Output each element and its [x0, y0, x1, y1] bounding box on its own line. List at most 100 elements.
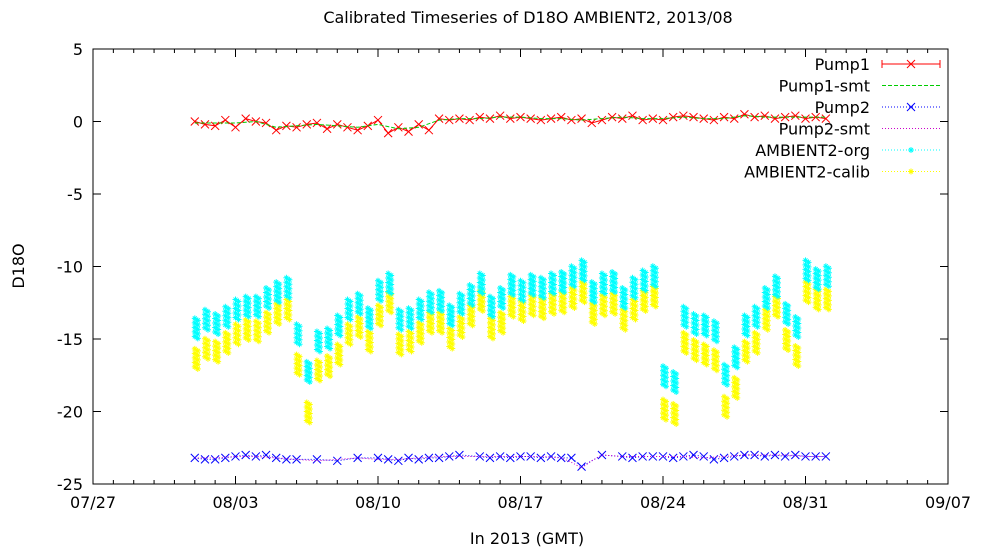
- data-point: [385, 293, 392, 300]
- data-point: [568, 281, 575, 288]
- data-point: [805, 294, 812, 301]
- data-point: [245, 295, 252, 302]
- data-point: [770, 114, 780, 123]
- data-point: [235, 303, 242, 310]
- data-point: [815, 286, 822, 293]
- data-point: [638, 115, 647, 125]
- data-point: [601, 312, 608, 319]
- data-point: [497, 298, 504, 305]
- data-point: [241, 450, 251, 460]
- data-point: [713, 324, 720, 331]
- data-point: [689, 112, 698, 122]
- data-point: [354, 308, 361, 315]
- data-point: [591, 307, 598, 314]
- data-point: [741, 356, 748, 363]
- data-point: [668, 453, 678, 463]
- data-point: [825, 301, 832, 308]
- data-point: [476, 301, 483, 308]
- data-point: [357, 292, 364, 299]
- data-point: [629, 279, 636, 286]
- data-point: [795, 324, 802, 331]
- x-tick-label: 07/27: [70, 493, 116, 512]
- data-point: [822, 295, 829, 302]
- data-point: [540, 301, 547, 308]
- data-point: [222, 317, 229, 324]
- data-point: [822, 299, 829, 306]
- data-point: [364, 309, 371, 316]
- data-point: [408, 311, 415, 318]
- data-point: [517, 277, 524, 284]
- data-point: [344, 330, 351, 337]
- data-point: [475, 112, 485, 122]
- data-point: [764, 300, 771, 307]
- legend-marker: [906, 59, 916, 69]
- data-point: [520, 293, 527, 300]
- data-point: [754, 331, 761, 338]
- data-point: [245, 327, 252, 334]
- data-point: [293, 321, 300, 328]
- data-point: [424, 125, 434, 135]
- data-point: [761, 315, 768, 322]
- data-point: [225, 314, 232, 321]
- data-point: [418, 330, 425, 337]
- data-point: [724, 400, 731, 407]
- data-point: [324, 371, 331, 378]
- data-point: [446, 334, 453, 341]
- data-point: [744, 358, 751, 365]
- data-point: [266, 325, 273, 332]
- data-point: [273, 283, 280, 290]
- data-point: [212, 352, 219, 359]
- data-point: [191, 345, 198, 352]
- data-point: [710, 327, 717, 334]
- data-point: [632, 281, 639, 288]
- data-point: [373, 115, 383, 125]
- data-point: [334, 321, 341, 328]
- data-point: [344, 314, 351, 321]
- data-point: [700, 355, 707, 361]
- data-point: [721, 407, 728, 414]
- data-point: [375, 286, 381, 293]
- data-point: [703, 328, 710, 334]
- data-point: [456, 308, 463, 315]
- data-point: [561, 284, 568, 291]
- data-point: [388, 281, 395, 288]
- data-point: [693, 343, 700, 350]
- data-point: [805, 281, 812, 288]
- data-point: [334, 359, 341, 366]
- data-point: [425, 289, 432, 296]
- data-point: [500, 304, 507, 311]
- data-point: [622, 322, 629, 329]
- data-point: [344, 321, 351, 328]
- data-point: [713, 338, 720, 345]
- data-point: [436, 318, 443, 325]
- data-point: [527, 296, 534, 303]
- y-tick-label: 0: [73, 113, 83, 132]
- series-pump2: [190, 450, 831, 471]
- data-point: [191, 363, 198, 370]
- data-point: [540, 294, 547, 301]
- data-point: [771, 282, 778, 289]
- data-point: [629, 292, 636, 299]
- data-point: [527, 301, 534, 308]
- data-point: [558, 298, 565, 305]
- data-point: [632, 303, 639, 310]
- data-point: [428, 329, 435, 336]
- data-point: [536, 453, 546, 463]
- data-point: [751, 343, 758, 350]
- data-point: [598, 279, 605, 286]
- data-point: [713, 349, 720, 356]
- data-point: [741, 343, 748, 350]
- data-point: [354, 331, 361, 338]
- data-point: [255, 309, 262, 316]
- data-point: [201, 349, 208, 356]
- data-point: [591, 316, 598, 323]
- data-point: [642, 287, 649, 294]
- data-point: [744, 332, 751, 339]
- data-point: [609, 287, 616, 293]
- data-point: [517, 316, 524, 322]
- data-point: [415, 319, 422, 326]
- data-point: [652, 299, 659, 305]
- data-point: [774, 300, 781, 307]
- data-point: [434, 114, 444, 123]
- data-point: [622, 291, 629, 298]
